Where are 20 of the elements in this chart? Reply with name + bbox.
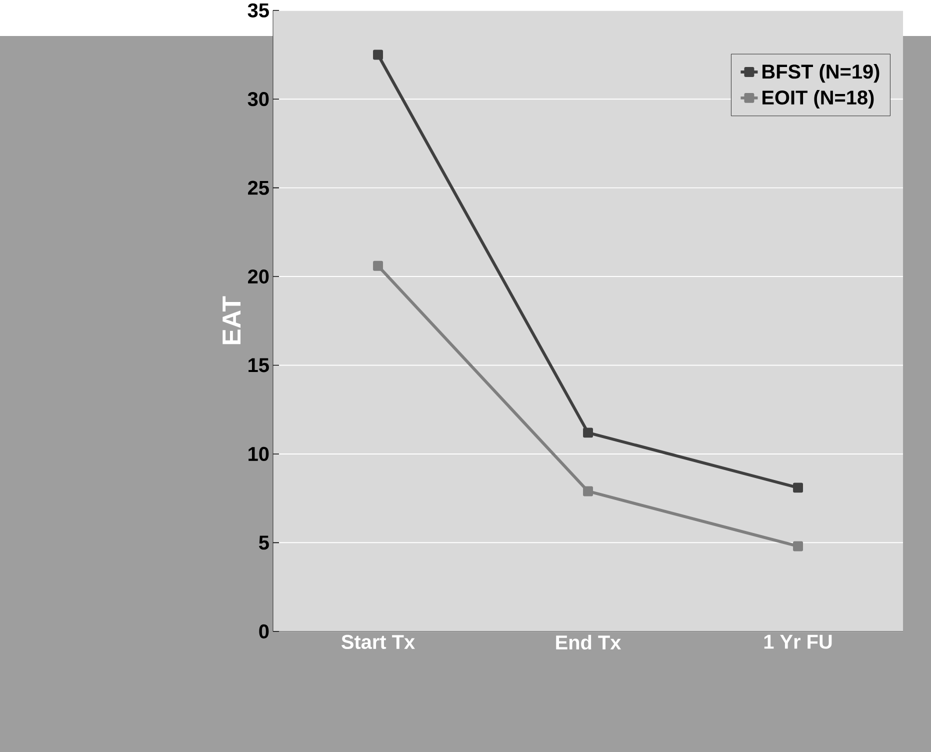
y-tick-label: 25 [248,180,269,195]
y-tick-label: 5 [259,536,269,550]
legend-label: BFST (N=19) [762,64,880,83]
point [373,260,383,271]
y-tick-label: 15 [248,358,269,372]
x-tick-label: 1 Yr FU [764,634,832,649]
point [793,541,803,552]
point [373,50,383,60]
y-tick-label: 30 [248,92,269,106]
y-tick-label: 10 [248,446,269,461]
x-tick-label: End Tx [556,634,622,650]
y-tick-label: 0 [259,624,269,638]
y-axis-title: EAT [222,296,240,344]
x-tick-label: Start Tx [341,634,415,649]
point [793,482,803,493]
y-tick-label: 20 [248,269,269,284]
y-tick-label: 35 [248,3,269,18]
legend-label: EOIT (N=18) [762,90,874,109]
point [583,428,593,438]
point [583,486,593,496]
